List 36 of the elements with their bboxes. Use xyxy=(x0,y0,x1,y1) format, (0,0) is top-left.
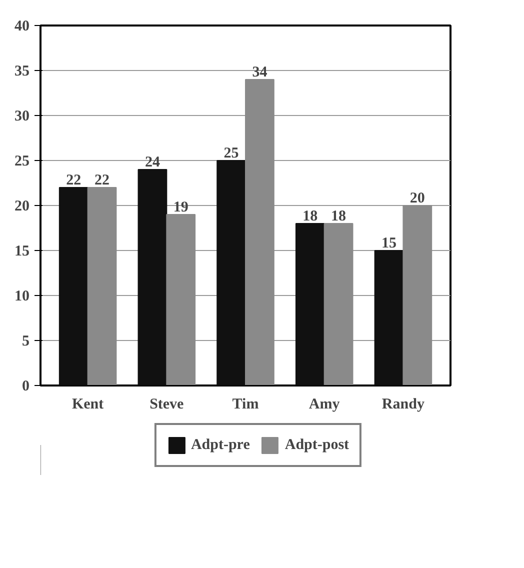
bar xyxy=(402,205,432,386)
bar xyxy=(324,223,354,386)
data-label: 34 xyxy=(252,64,268,80)
bar xyxy=(245,79,274,386)
bar xyxy=(216,160,246,386)
data-label: 25 xyxy=(224,146,239,162)
y-tick-label: 15 xyxy=(14,244,30,260)
legend-label: Adpt-pre xyxy=(190,436,250,454)
bar xyxy=(295,223,325,386)
y-tick-label: 0 xyxy=(22,378,30,394)
x-tick-label: Randy xyxy=(382,396,425,412)
x-tick-label: Steve xyxy=(150,396,184,412)
y-tick-label: 35 xyxy=(14,64,30,80)
bar xyxy=(374,250,404,386)
x-tick-label: Amy xyxy=(308,396,340,412)
data-label: 18 xyxy=(331,208,346,224)
bar xyxy=(58,187,88,386)
data-label: 18 xyxy=(302,208,318,224)
bar xyxy=(87,187,117,386)
data-label: 15 xyxy=(382,236,396,252)
y-tick-label: 5 xyxy=(22,334,30,350)
x-tick-label: Tim xyxy=(232,396,260,412)
legend-label: Adpt-post xyxy=(284,436,350,454)
bar xyxy=(166,214,196,386)
y-tick-label: 30 xyxy=(14,108,30,124)
data-label: 19 xyxy=(173,200,188,216)
data-label: 22 xyxy=(66,172,82,188)
x-tick-label: Kent xyxy=(72,396,104,412)
data-label: 20 xyxy=(410,190,425,206)
bar xyxy=(138,169,168,386)
y-tick-label: 20 xyxy=(14,198,30,214)
data-label: 24 xyxy=(144,154,160,170)
y-tick-label: 25 xyxy=(14,154,30,170)
y-tick-label: 10 xyxy=(14,288,30,304)
data-label: 22 xyxy=(94,172,110,188)
y-tick-label: 40 xyxy=(14,18,30,34)
